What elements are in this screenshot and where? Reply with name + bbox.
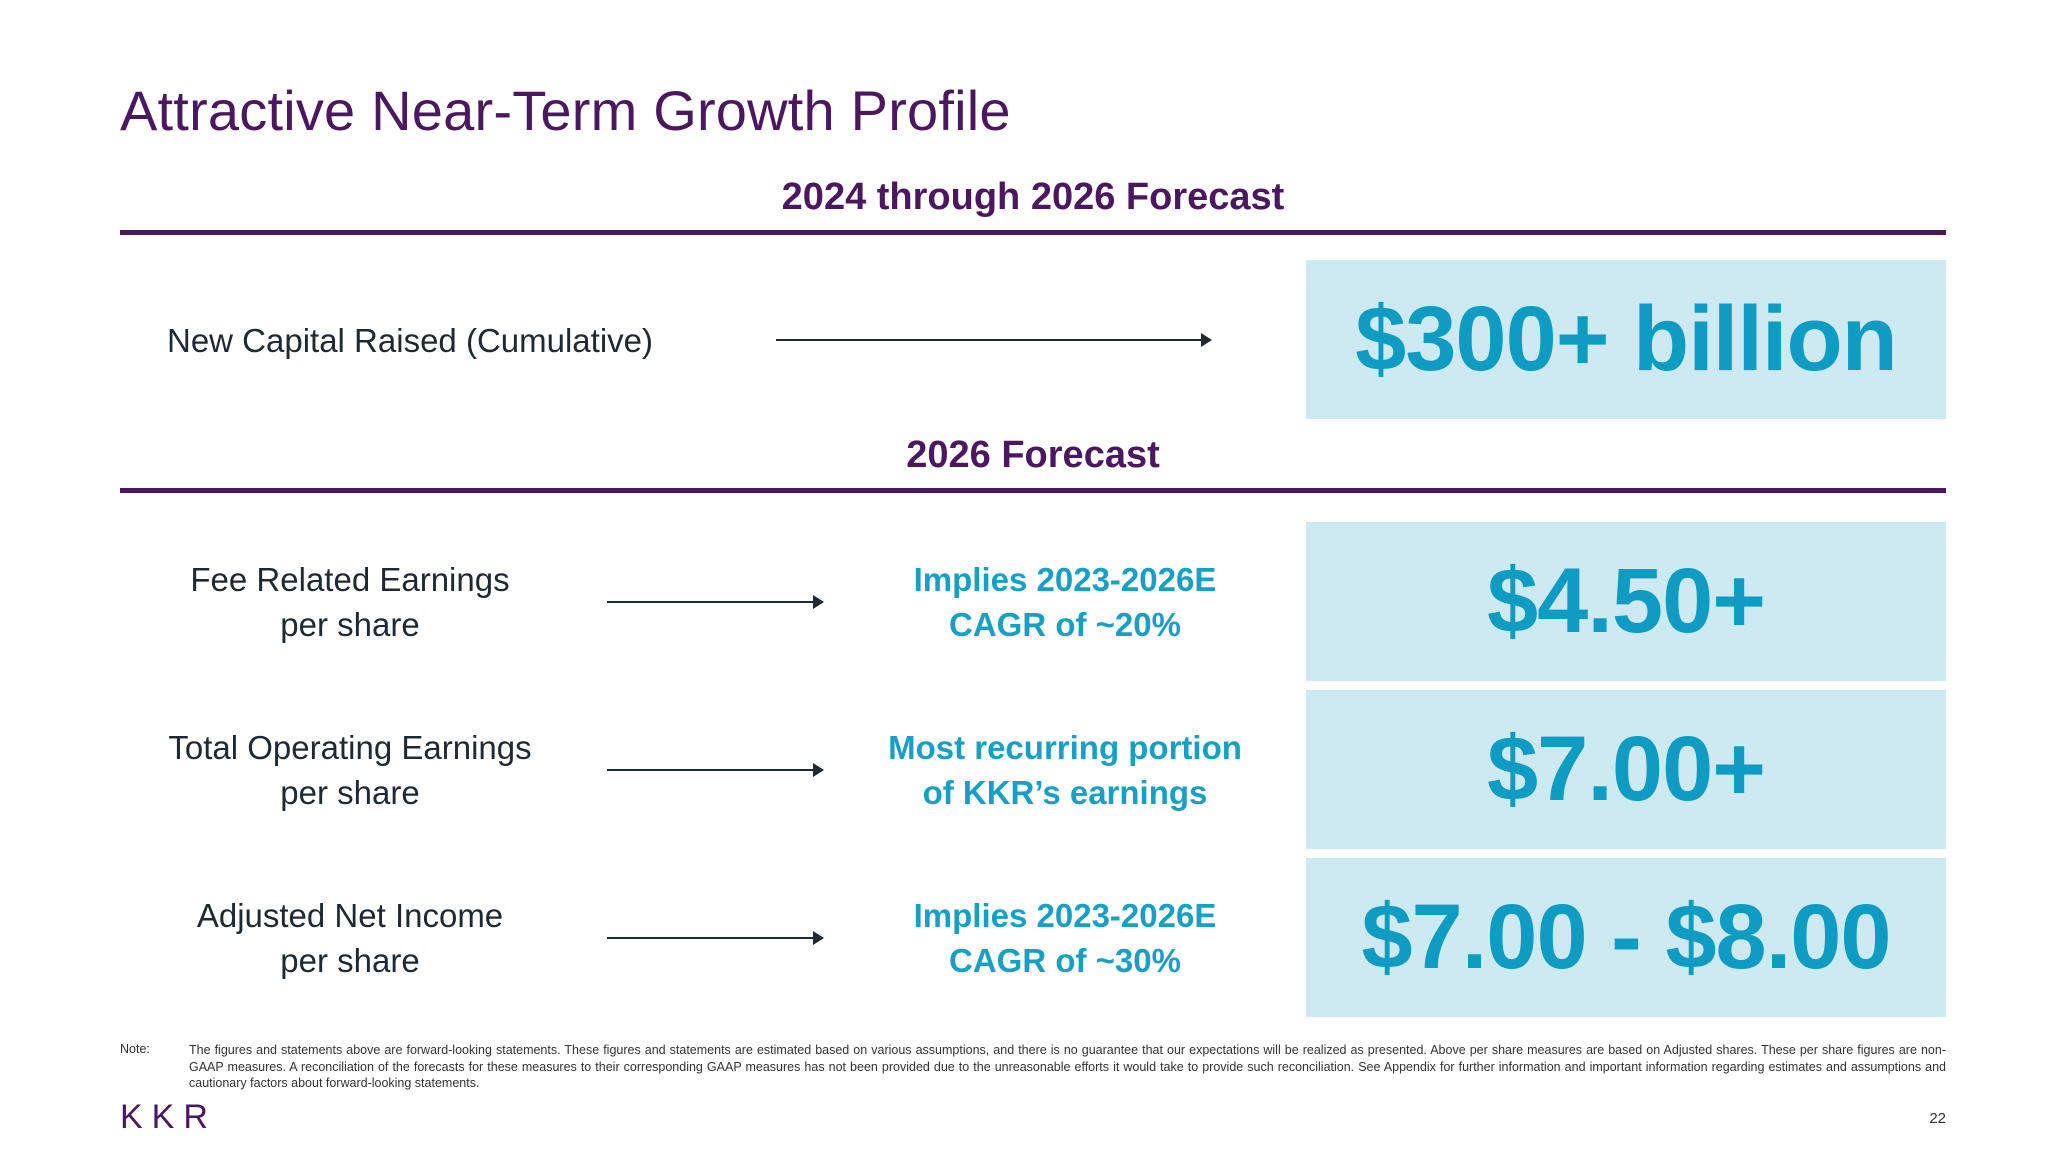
- arrow-right-icon: [776, 333, 1212, 347]
- section-header-2024-2026: 2024 through 2026 Forecast: [781, 176, 1285, 218]
- arrow-right-icon: [607, 931, 824, 945]
- row-label-line: New Capital Raised (Cumulative): [166, 322, 653, 359]
- page-number: 22: [1929, 1110, 1946, 1127]
- slide-title: Attractive Near-Term Growth Profile: [120, 79, 1011, 142]
- row-note-fee-related-earnings: Implies 2023-2026E CAGR of ~20%: [875, 557, 1255, 647]
- row-label-line: Total Operating Earnings: [168, 729, 532, 766]
- row-label-line: Adjusted Net Income: [196, 897, 504, 934]
- row-label-line: per share: [280, 942, 420, 979]
- arrow-right-icon: [607, 595, 824, 609]
- row-label-total-operating-earnings: Total Operating Earnings per share: [150, 725, 550, 815]
- value-new-capital: $300+ billion: [1355, 288, 1898, 390]
- footnote-label: Note:: [120, 1042, 150, 1056]
- row-label-new-capital: New Capital Raised (Cumulative): [150, 318, 670, 363]
- row-note-line: Implies 2023-2026E: [913, 897, 1217, 934]
- arrow-right-icon: [607, 763, 824, 777]
- section-divider: [120, 488, 1946, 493]
- row-note-line: of KKR’s earnings: [922, 774, 1208, 811]
- value-box-total-operating-earnings: $7.00+: [1306, 690, 1946, 849]
- footnote-text: The figures and statements above are for…: [189, 1043, 1946, 1090]
- row-label-adjusted-net-income: Adjusted Net Income per share: [150, 893, 550, 983]
- row-note-line: CAGR of ~30%: [949, 942, 1181, 979]
- section-header-2026: 2026 Forecast: [906, 434, 1160, 476]
- row-label-fee-related-earnings: Fee Related Earnings per share: [150, 557, 550, 647]
- value-fee-related-earnings: $4.50+: [1487, 550, 1766, 652]
- kkr-logo: KKR: [120, 1098, 217, 1136]
- value-box-adjusted-net-income: $7.00 - $8.00: [1306, 858, 1946, 1017]
- row-label-line: per share: [280, 774, 420, 811]
- section-divider: [120, 230, 1946, 235]
- row-note-line: Most recurring portion: [888, 729, 1242, 766]
- row-label-line: per share: [280, 606, 420, 643]
- value-box-fee-related-earnings: $4.50+: [1306, 522, 1946, 681]
- value-box-new-capital: $300+ billion: [1306, 260, 1946, 419]
- row-note-line: Implies 2023-2026E: [913, 561, 1217, 598]
- row-note-total-operating-earnings: Most recurring portion of KKR’s earnings: [875, 725, 1255, 815]
- value-adjusted-net-income: $7.00 - $8.00: [1361, 886, 1891, 988]
- row-note-adjusted-net-income: Implies 2023-2026E CAGR of ~30%: [875, 893, 1255, 983]
- row-label-line: Fee Related Earnings: [190, 561, 510, 598]
- row-note-line: CAGR of ~20%: [949, 606, 1181, 643]
- value-total-operating-earnings: $7.00+: [1487, 718, 1766, 820]
